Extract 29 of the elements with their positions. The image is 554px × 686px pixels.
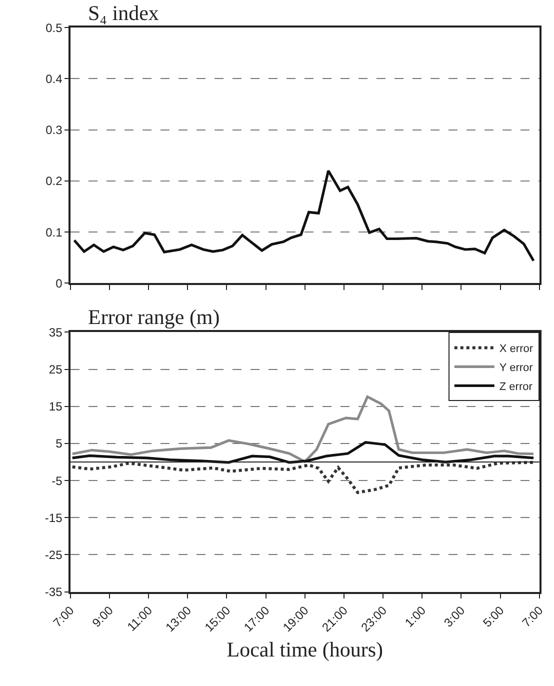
y-tick-label: -5 [52,474,63,488]
line-series [73,169,535,262]
x-tick-label: 7:00 [519,603,546,630]
chart-title: Error range (m) [88,305,220,329]
x-tick-label: 9:00 [89,603,116,630]
y-tick-label: 0 [56,276,63,290]
y-tick-label: 0.5 [46,20,63,35]
x-tick-label: 3:00 [441,603,468,630]
y-tick-label: 0.2 [46,174,63,188]
y-tick-label: -15 [44,510,63,525]
y-tick-label: 0.1 [46,225,63,240]
y-tick-label: 0.4 [46,72,63,86]
x-tick-label: 5:00 [480,603,507,630]
legend-label: X error [499,343,534,356]
y-tick-label: -25 [44,548,63,562]
legend-label: Z error [499,381,533,394]
legend-label: Y error [499,362,534,374]
y-tick-label: 15 [48,400,63,414]
line-series [70,460,536,494]
chart-title: S₄ index [88,1,160,25]
line-series [71,441,535,464]
y-tick-label: -35 [44,585,63,600]
y-tick-label: 25 [48,362,63,377]
y-tick-label: 0.3 [46,123,63,138]
x-axis-title: Local time (hours) [226,637,384,662]
x-tick-label: 7:00 [50,603,78,630]
line-series [71,395,535,463]
y-tick-label: 5 [56,436,63,451]
y-tick-label: 35 [48,325,63,340]
